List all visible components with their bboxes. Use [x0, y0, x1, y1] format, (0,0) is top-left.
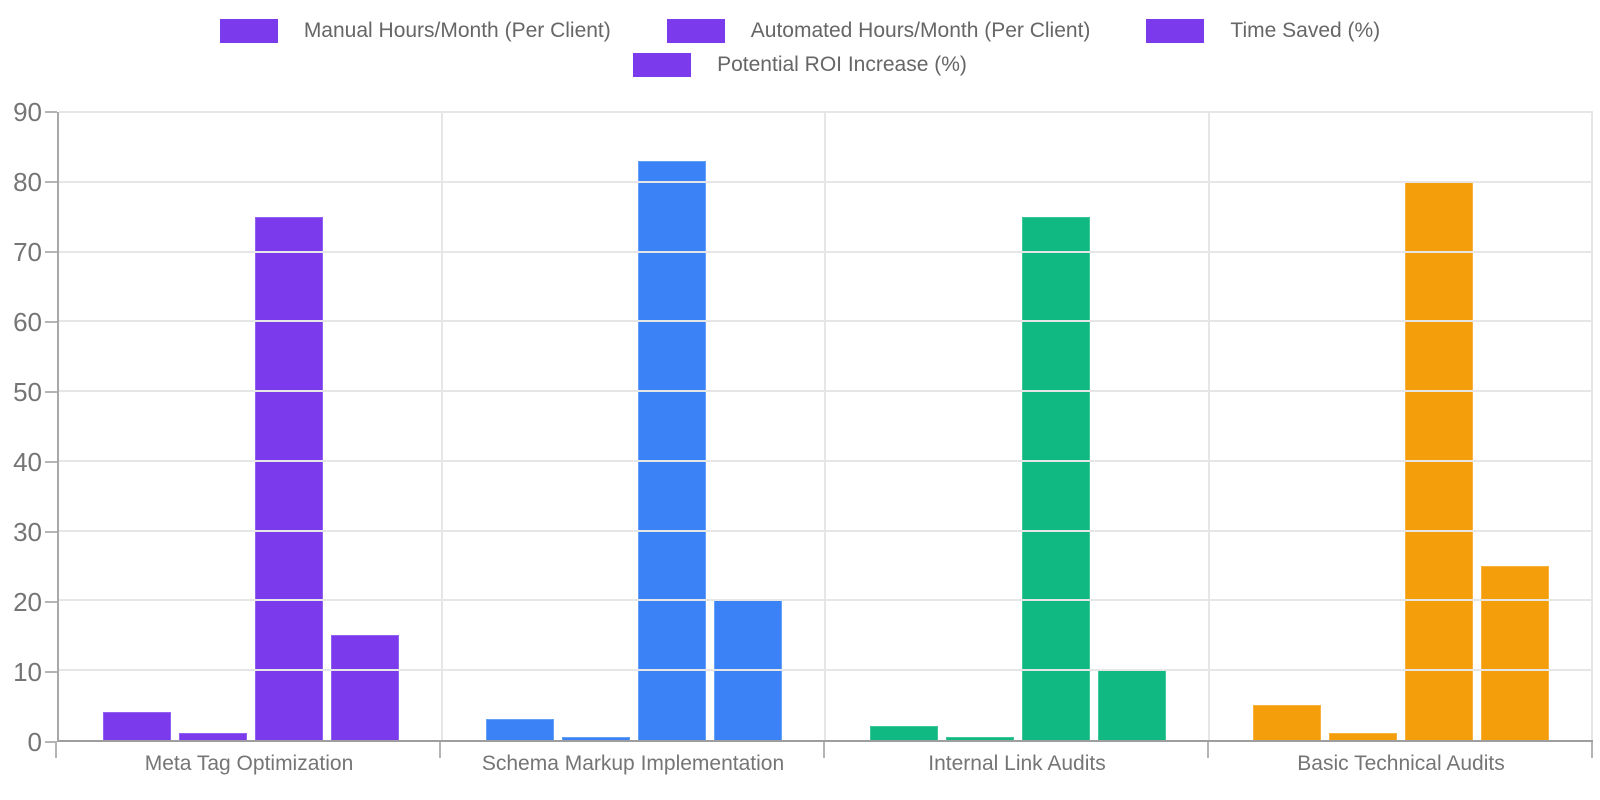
legend-item-2[interactable]: Time Saved (%): [1146, 19, 1380, 43]
y-tick-label: 50: [13, 377, 42, 407]
bar-meta-tag-optimization-series-2: [254, 216, 323, 740]
gridline-horizontal: [59, 320, 1593, 323]
bar-meta-tag-optimization-series-3: [330, 635, 399, 740]
gridline-vertical: [824, 112, 826, 740]
bar-basic-technical-audits-series-0: [1253, 705, 1322, 740]
x-axis-label: Meta Tag Optimization: [144, 752, 354, 775]
y-tick-label: 70: [13, 237, 42, 267]
bar-schema-markup-implementation-series-1: [562, 736, 631, 740]
y-tick-mark: [45, 391, 57, 393]
bar-groups: [59, 112, 1593, 740]
x-tick-mark: [439, 742, 441, 758]
y-tick-mark: [45, 671, 57, 673]
bar-group-3: [1210, 112, 1594, 740]
x-axis-label: Basic Technical Audits: [1297, 752, 1505, 775]
gridline-horizontal: [59, 459, 1593, 462]
y-tick-label: 30: [13, 517, 42, 547]
x-axis: Meta Tag Optimization Schema Markup Imple…: [57, 748, 1593, 776]
y-tick-label: 40: [13, 447, 42, 477]
x-tick-mark: [1591, 742, 1593, 758]
bar-group-0: [59, 112, 443, 740]
bar-group-1: [443, 112, 827, 740]
y-tick-mark: [45, 741, 57, 743]
bar-internal-link-audits-series-0: [869, 726, 938, 740]
legend-label: Potential ROI Increase (%): [717, 53, 967, 76]
legend-label: Automated Hours/Month (Per Client): [750, 19, 1091, 42]
legend-item-1[interactable]: Automated Hours/Month (Per Client): [666, 19, 1091, 43]
y-tick-mark: [45, 461, 57, 463]
bar-internal-link-audits-series-2: [1021, 216, 1090, 740]
x-axis-label: Schema Markup Implementation: [481, 752, 785, 775]
legend-swatch-icon: [219, 19, 278, 43]
y-tick-mark: [45, 251, 57, 253]
x-tick-mark: [823, 742, 825, 758]
y-tick-label: 10: [13, 657, 42, 687]
x-tick-mark: [55, 742, 57, 758]
gridline-horizontal: [59, 599, 1593, 602]
y-tick-mark: [45, 601, 57, 603]
y-tick-mark: [45, 181, 57, 183]
y-tick-mark: [45, 531, 57, 533]
y-tick-label: 0: [27, 727, 42, 757]
gridline-vertical: [1207, 112, 1210, 740]
gridline-horizontal: [59, 669, 1593, 672]
gridline-vertical: [1591, 112, 1593, 740]
gridline-horizontal: [59, 111, 1593, 113]
bar-basic-technical-audits-series-1: [1329, 733, 1398, 740]
y-tick-label: 80: [13, 167, 42, 197]
legend-item-3[interactable]: Potential ROI Increase (%): [633, 53, 967, 77]
gridline-horizontal: [59, 529, 1593, 532]
bar-basic-technical-audits-series-3: [1481, 565, 1550, 740]
gridline-horizontal: [59, 250, 1593, 253]
bar-schema-markup-implementation-series-0: [486, 719, 555, 740]
legend-label: Manual Hours/Month (Per Client): [303, 19, 611, 42]
legend-swatch-icon: [1146, 19, 1205, 43]
bar-schema-markup-implementation-series-2: [638, 160, 707, 740]
y-tick-label: 20: [13, 587, 42, 617]
plot-area: [57, 111, 1593, 742]
y-tick-mark: [45, 111, 57, 113]
gridline-horizontal: [59, 390, 1593, 393]
y-tick-label: 60: [13, 307, 42, 337]
legend-swatch-icon: [633, 53, 692, 77]
bar-meta-tag-optimization-series-1: [178, 733, 247, 740]
x-axis-label: Internal Link Audits: [928, 752, 1106, 775]
gridline-horizontal: [59, 180, 1593, 183]
bar-group-2: [826, 112, 1210, 740]
bar-internal-link-audits-series-3: [1097, 670, 1166, 740]
y-tick-label: 90: [13, 97, 42, 127]
legend-item-0[interactable]: Manual Hours/Month (Per Client): [219, 19, 611, 43]
gridline-vertical: [440, 112, 443, 740]
y-tick-mark: [45, 321, 57, 323]
legend-swatch-icon: [666, 19, 725, 43]
chart-legend: Manual Hours/Month (Per Client) Automated…: [0, 14, 1600, 82]
x-tick-mark: [1207, 742, 1209, 758]
legend-label: Time Saved (%): [1230, 19, 1381, 42]
bar-meta-tag-optimization-series-0: [102, 712, 171, 740]
legend-row-2: Potential ROI Increase (%): [0, 48, 1600, 82]
legend-row-1: Manual Hours/Month (Per Client) Automated…: [0, 14, 1600, 48]
bar-internal-link-audits-series-1: [945, 736, 1014, 740]
